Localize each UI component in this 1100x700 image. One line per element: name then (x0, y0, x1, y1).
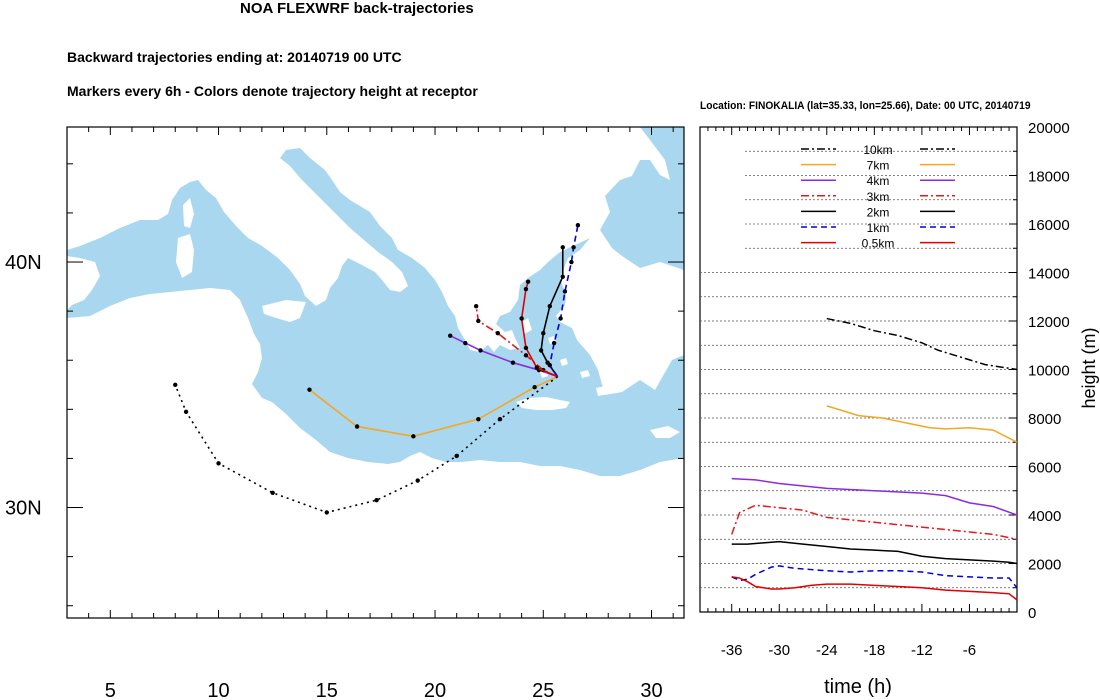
height-x-tick-label: -6 (963, 642, 976, 659)
chart-title: NOA FLEXWRF back-trajectories (240, 0, 474, 17)
trajectory-marker (558, 316, 563, 321)
legend-label: 7km (867, 159, 890, 173)
trajectory-marker (324, 510, 329, 515)
trajectory-marker (495, 331, 501, 336)
trajectory-marker (476, 416, 481, 422)
trajectory-marker (183, 409, 189, 414)
height-plot-gridlines (700, 150, 1017, 589)
map-axis-ticks (66, 127, 684, 618)
height-x-tick-label: -30 (768, 642, 790, 659)
map-frame (66, 126, 685, 619)
trajectory-marker (473, 304, 479, 309)
trajectory-marker (569, 259, 574, 265)
height-y-tick-label: 8000 (1028, 411, 1061, 428)
map-land (67, 127, 684, 618)
height-plot-series (730, 317, 1018, 601)
trajectory-marker (547, 304, 552, 309)
height-y-tick-label: 2000 (1028, 557, 1061, 574)
trajectory-marker (476, 318, 481, 324)
map-x-tick-label: 10 (207, 680, 229, 700)
legend-label: 1km (867, 221, 890, 235)
trajectory-marker (534, 365, 539, 370)
trajectory-marker (415, 478, 420, 483)
height-x-tick-label: -36 (721, 642, 743, 659)
height-series-h2km (731, 540, 1018, 565)
map-axis-tick-labels: 5 10 15 20 25 30 30N 40N (5, 252, 663, 700)
height-y-tick-label: 10000 (1028, 363, 1070, 380)
trajectory-marker (510, 360, 516, 365)
trajectory-marker (270, 490, 275, 495)
trajectory-h05km_deep (174, 376, 559, 514)
trajectory-marker (523, 353, 529, 358)
map-trajectories (173, 223, 581, 515)
trajectory-marker (374, 497, 379, 503)
trajectory-h3km (475, 306, 558, 378)
trajectory-marker (463, 340, 468, 346)
height-plot-x-label: time (h) (824, 676, 892, 698)
height-y-tick-label: 20000 (1028, 120, 1070, 137)
height-y-tick-label: 6000 (1028, 460, 1061, 477)
trajectory-marker (447, 333, 453, 338)
chart-subtitle-marker-info: Markers every 6h - Colors denote traject… (67, 83, 478, 99)
height-series-h4km (731, 477, 1018, 516)
height-series-h7km (826, 405, 1018, 443)
trajectory-marker (411, 434, 416, 439)
trajectory-h7km (308, 375, 558, 438)
height-plot-y-label: height (m) (1079, 327, 1099, 408)
height-series-h1km (731, 565, 1018, 589)
height-x-tick-label: -18 (864, 642, 886, 659)
chart-subtitle-end-time: Backward trajectories ending at: 2014071… (67, 49, 402, 65)
map-x-tick-label: 5 (105, 680, 116, 700)
trajectory-marker (523, 345, 529, 351)
height-series-h05km (731, 576, 1018, 601)
height-plot-ticks (707, 126, 1018, 613)
trajectory-marker (497, 416, 503, 422)
trajectory-marker (525, 279, 531, 284)
trajectory-marker (562, 289, 568, 294)
height-y-tick-label: 18000 (1028, 169, 1070, 186)
trajectory-marker (551, 340, 557, 346)
legend-label: 2km (867, 205, 890, 219)
trajectory-marker (173, 382, 178, 387)
trajectory-h1km (548, 225, 579, 378)
map-y-tick-label: 40N (5, 252, 42, 274)
trajectory-marker (571, 245, 576, 250)
height-y-tick-label: 0 (1028, 605, 1036, 622)
trajectory-marker (307, 387, 312, 392)
trajectory-marker (478, 348, 483, 353)
legend-label: 3km (867, 190, 890, 204)
map-x-tick-label: 25 (532, 680, 554, 700)
height-plot-tick-labels: -36 -30 -24 -18 -12 -6 0 2000 4000 6000 8000 10000 1… (721, 120, 1070, 659)
trajectory-marker (560, 245, 565, 250)
legend-label: 0.5km (862, 237, 895, 251)
trajectory-marker (547, 362, 552, 368)
height-y-tick-label: 12000 (1028, 314, 1070, 331)
height-y-tick-label: 14000 (1028, 266, 1070, 283)
trajectory-marker (538, 348, 544, 353)
map-x-tick-label: 15 (316, 680, 338, 700)
trajectory-marker (354, 424, 360, 429)
height-plot-location-label: Location: FINOKALIA (lat=35.33, lon=25.6… (700, 100, 1031, 112)
map-y-tick-label: 30N (5, 498, 42, 520)
trajectory-marker (454, 453, 459, 459)
trajectory-marker (560, 274, 565, 279)
height-x-tick-label: -24 (816, 642, 838, 659)
height-series-h10km (826, 317, 1018, 371)
trajectory-marker (541, 331, 546, 336)
height-y-tick-label: 4000 (1028, 508, 1061, 525)
legend-label: 10km (863, 143, 892, 157)
map-x-tick-label: 20 (424, 680, 446, 700)
trajectory-marker (575, 223, 581, 228)
trajectory-marker (532, 385, 537, 390)
trajectory-marker (216, 461, 221, 466)
height-y-tick-label: 16000 (1028, 217, 1070, 234)
height-x-tick-label: -12 (911, 642, 933, 659)
legend-label: 4km (867, 174, 890, 188)
map-x-tick-label: 30 (640, 680, 662, 700)
trajectory-marker (519, 316, 524, 321)
height-series-h3km (730, 504, 1018, 540)
trajectory-marker (523, 286, 529, 292)
